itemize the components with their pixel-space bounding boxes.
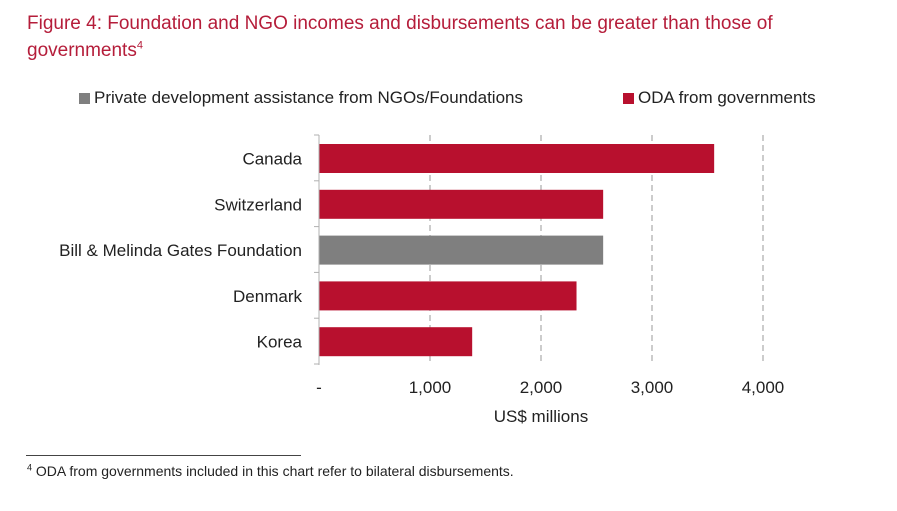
chart-legend: Private development assistance from NGOs… [0, 88, 897, 114]
category-label-4: Korea [257, 333, 303, 352]
bar-2 [319, 235, 604, 265]
x-axis-label: US$ millions [494, 407, 588, 426]
legend-item-oda: ODA from governments [623, 88, 816, 108]
x-tick-label-4: 4,000 [742, 378, 785, 397]
bar-1 [319, 189, 604, 219]
legend-label-oda: ODA from governments [638, 88, 816, 107]
category-label-3: Denmark [233, 287, 302, 306]
footnote-text: ODA from governments included in this ch… [35, 463, 514, 479]
bar-chart: Canada Switzerland Bill & Melinda Gates Fo… [59, 134, 785, 426]
x-tick-label-0: - [316, 378, 322, 397]
x-tick-label-1: 1,000 [409, 378, 452, 397]
legend-label-private: Private development assistance from NGOs… [94, 88, 523, 107]
bar-0 [319, 144, 715, 173]
category-label-1: Switzerland [214, 195, 302, 214]
bar-3 [319, 281, 577, 311]
footnote-marker: 4 [27, 462, 33, 473]
chart-title: Figure 4: Foundation and NGO incomes and… [27, 10, 877, 64]
x-tick-label-3: 3,000 [631, 378, 674, 397]
footnote: 4 ODA from governments included in this … [27, 463, 514, 479]
legend-swatch-private [79, 92, 90, 104]
footnote-divider [26, 455, 301, 456]
title-footnote-ref: 4 [136, 39, 143, 52]
legend-swatch-oda [623, 92, 634, 104]
category-label-2: Bill & Melinda Gates Foundation [59, 241, 302, 260]
chart-title-text: Figure 4: Foundation and NGO incomes and… [27, 13, 773, 61]
legend-item-private: Private development assistance from NGOs… [79, 88, 523, 108]
category-label-0: Canada [242, 150, 302, 169]
x-tick-label-2: 2,000 [520, 378, 563, 397]
bar-4 [319, 327, 473, 357]
